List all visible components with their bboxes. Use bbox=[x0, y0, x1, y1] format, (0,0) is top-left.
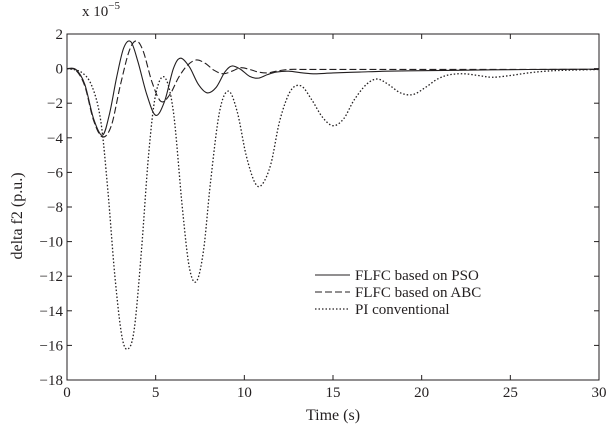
y-tick-label: 2 bbox=[56, 27, 64, 43]
y-tick-label: −10 bbox=[40, 235, 63, 251]
y-tick-label: −4 bbox=[47, 131, 63, 147]
y-tick-label: −2 bbox=[47, 96, 63, 112]
legend-label-2: FLFC based on ABC bbox=[355, 285, 481, 301]
y-tick-label: −12 bbox=[40, 269, 63, 285]
x-tick-label: 5 bbox=[152, 385, 160, 401]
y-tick-label: −8 bbox=[47, 200, 63, 216]
x-tick-label: 20 bbox=[414, 385, 429, 401]
x-tick-label: 0 bbox=[63, 385, 71, 401]
y-tick-label: −16 bbox=[40, 338, 64, 354]
y-tick-label: 0 bbox=[56, 62, 64, 78]
y-axis-title: delta f2 (p.u.) bbox=[9, 172, 26, 259]
y-tick-label: −6 bbox=[47, 165, 63, 181]
legend-label-1: FLFC based on PSO bbox=[355, 268, 479, 284]
series-line-2 bbox=[67, 40, 599, 138]
x-tick-label: 15 bbox=[326, 385, 341, 401]
x-axis-title: Time (s) bbox=[306, 407, 360, 424]
series-line-1 bbox=[67, 40, 599, 136]
x-tick-label: 25 bbox=[503, 385, 518, 401]
y-axis-multiplier-exponent: −5 bbox=[108, 0, 120, 12]
y-tick-label: −18 bbox=[40, 373, 63, 389]
y-axis-multiplier: x 10−5 bbox=[82, 0, 120, 20]
series-line-3 bbox=[67, 67, 599, 350]
y-tick-label: −14 bbox=[40, 304, 64, 320]
x-tick-label: 10 bbox=[237, 385, 252, 401]
legend-label-3: PI conventional bbox=[355, 302, 450, 318]
y-axis-multiplier-base: x 10 bbox=[82, 4, 108, 20]
plot-frame bbox=[66, 33, 600, 381]
x-tick-label: 30 bbox=[592, 385, 607, 401]
